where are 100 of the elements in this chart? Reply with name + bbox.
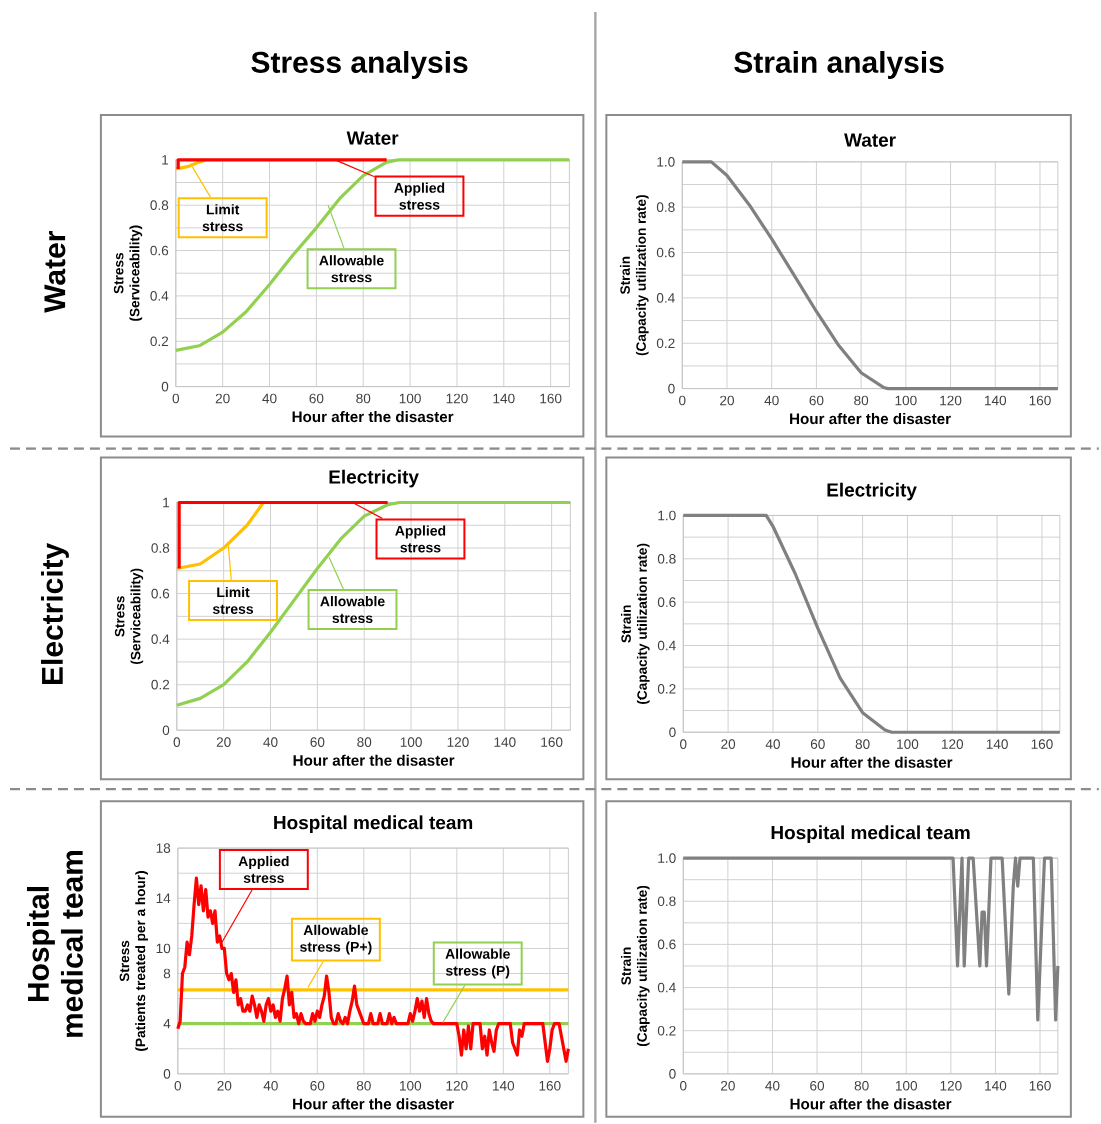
y-tick-label: 0.8 <box>656 202 675 212</box>
line-series <box>681 856 1060 1022</box>
x-tick-label: 100 <box>895 395 917 406</box>
y-tick-label: 0.8 <box>657 554 676 564</box>
x-tick-label: 80 <box>356 1080 371 1091</box>
x-tick-label: 20 <box>216 737 231 747</box>
x-tick-label: 0 <box>172 393 180 404</box>
x-tick-label: 140 <box>986 739 1008 749</box>
series-label: Applied stress <box>394 182 445 210</box>
x-tick-label: 120 <box>446 1080 468 1091</box>
x-tick-label: 100 <box>896 1080 918 1091</box>
y-tick-label: 0 <box>668 383 675 394</box>
x-tick-label: 80 <box>855 739 870 749</box>
x-tick-label: 100 <box>897 739 919 749</box>
y-axis-title: Stress (Serviceability) <box>113 225 143 321</box>
y-tick-label: 4 <box>163 1019 171 1029</box>
y-tick-label: 0 <box>669 727 676 738</box>
line-series <box>680 160 1060 391</box>
y-tick-label: 0.8 <box>151 543 170 553</box>
series-label: Limit stress <box>213 586 254 614</box>
x-axis-title: Hour after the disaster <box>790 413 951 425</box>
x-tick-label: 40 <box>263 1080 278 1091</box>
x-tick-label: 60 <box>310 737 325 747</box>
legend-label: Limit stress <box>202 204 243 232</box>
y-tick-label: 0 <box>669 1069 676 1079</box>
x-axis-title: Hour after the disaster <box>293 1098 454 1110</box>
x-tick-label: 120 <box>940 1080 962 1091</box>
x-tick-label: 60 <box>811 739 825 749</box>
x-tick-label: 160 <box>1029 395 1051 406</box>
x-tick-label: 100 <box>400 737 422 747</box>
text: Hospital medical team <box>27 850 84 1037</box>
x-axis-title: Hour after the disaster <box>292 411 454 423</box>
x-axis-title: Hour after the disaster <box>790 1098 952 1110</box>
chart-title: Hospital medical team <box>771 825 970 844</box>
y-axis-title: Stress (Serviceability) <box>114 568 144 664</box>
x-tick-label: 120 <box>942 739 964 749</box>
x-tick-label: 40 <box>263 737 278 747</box>
y-tick-label: 0.4 <box>656 293 675 303</box>
x-tick-label: 60 <box>809 395 824 406</box>
y-tick-label: 1.0 <box>658 510 676 521</box>
x-tick-label: 20 <box>217 1080 232 1091</box>
y-axis-title: Strain (Capacity utilization rate) <box>621 885 650 1047</box>
x-tick-label: 140 <box>493 1080 515 1091</box>
chart-title: Water <box>346 131 399 145</box>
x-tick-label: 20 <box>720 395 735 406</box>
x-tick-label: 120 <box>940 395 962 406</box>
x-tick-label: 140 <box>493 393 515 404</box>
y-tick-label: 0.6 <box>657 939 676 950</box>
y-tick-label: 1.0 <box>658 853 676 863</box>
y-tick-label: 0.6 <box>656 247 675 258</box>
x-tick-label: 80 <box>356 393 371 404</box>
y-tick-label: 0.2 <box>150 336 169 347</box>
y-axis-title: Stress (Patients treated per a hour) <box>119 871 149 1051</box>
y-tick-label: 18 <box>156 843 171 853</box>
y-axis-title: Strain (Capacity utilization rate) <box>620 195 649 356</box>
x-tick-label: 120 <box>447 737 469 747</box>
chart-title: Hospital medical team <box>274 815 473 834</box>
x-tick-label: 160 <box>1029 1080 1051 1091</box>
chart-title: Water <box>844 133 896 147</box>
x-tick-label: 60 <box>810 1080 825 1091</box>
x-tick-label: 140 <box>494 737 516 747</box>
y-tick-label: 0.4 <box>657 982 676 993</box>
x-tick-label: 160 <box>1031 739 1053 749</box>
y-axis-title: Strain (Capacity utilization rate) <box>621 543 650 704</box>
legend-label: Allowable stress <box>320 596 385 624</box>
x-tick-label: 0 <box>680 739 687 749</box>
ref-line-label: Allowable stress (P+) <box>300 924 372 955</box>
y-tick-label: 0.4 <box>151 634 170 644</box>
text: Water <box>44 231 66 313</box>
x-tick-label: 100 <box>399 393 421 404</box>
x-tick-label: 40 <box>765 1080 780 1091</box>
series-label: Applied stress <box>395 525 446 553</box>
y-tick-label: 0.2 <box>657 684 676 694</box>
y-tick-label: 8 <box>163 968 171 979</box>
y-tick-label: 1.0 <box>657 157 675 167</box>
text: Applied stress <box>238 855 289 883</box>
text: Electricity <box>41 542 69 684</box>
x-tick-label: 60 <box>310 1080 325 1091</box>
y-tick-label: 1 <box>162 155 169 165</box>
y-tick-label: 0.8 <box>150 200 169 210</box>
y-tick-label: 14 <box>156 893 171 903</box>
x-axis-title: Hour after the disaster <box>791 756 953 768</box>
x-tick-label: 40 <box>765 739 781 749</box>
series-label: Allowable stress <box>319 255 384 283</box>
text: Stress analysis <box>251 50 468 79</box>
y-tick-label: 0.2 <box>656 338 675 349</box>
y-tick-label: 0.6 <box>151 588 170 599</box>
chart-title: Electricity <box>827 482 917 501</box>
x-tick-label: 20 <box>721 1080 735 1091</box>
x-tick-label: 160 <box>540 393 562 404</box>
line-series <box>681 513 1062 734</box>
y-tick-label: 0 <box>162 725 170 736</box>
y-tick-label: 0 <box>161 381 169 392</box>
x-tick-label: 0 <box>173 737 181 747</box>
x-tick-label: 100 <box>400 1080 422 1091</box>
x-tick-label: 0 <box>679 395 686 406</box>
y-tick-label: 0.6 <box>150 245 169 256</box>
y-tick-label: 0 <box>163 1069 171 1079</box>
x-tick-label: 160 <box>539 1080 561 1091</box>
x-tick-label: 20 <box>721 739 736 749</box>
